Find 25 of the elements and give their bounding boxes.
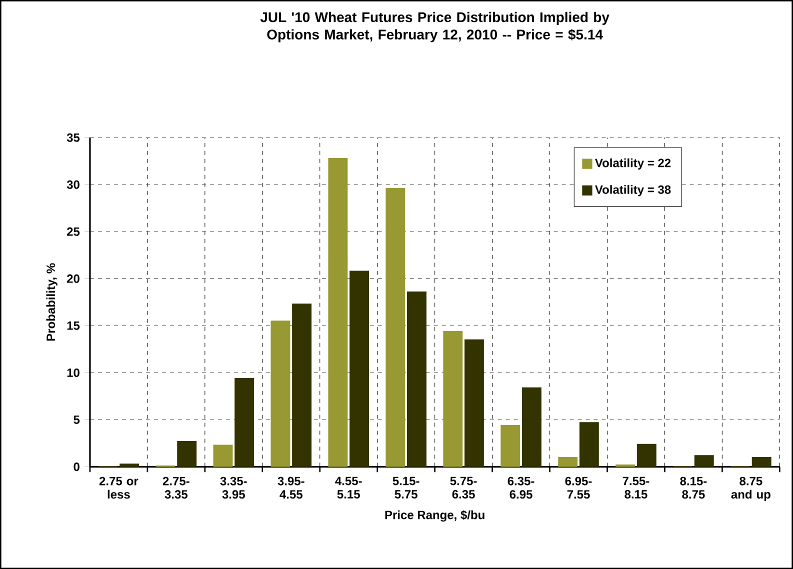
x-tick-label: 4.55-5.15 xyxy=(335,476,362,499)
x-tick-label: 2.75-3.35 xyxy=(162,476,190,499)
x-tick-label: 8.75 and up xyxy=(731,476,770,501)
y-tick-label: 5 xyxy=(74,416,80,424)
x-tick-label: 5.15-5.75 xyxy=(392,476,420,499)
y-tick-label: 30 xyxy=(66,180,80,189)
x-tick-label: 5.75-6.35 xyxy=(450,476,477,499)
y-tick-label: 20 xyxy=(67,274,80,283)
chart-title: JUL '10 Wheat Futures Price Distribution Implied by Options Market, February 12, 2010 -- Price = $5.14 xyxy=(260,12,610,42)
y-tick-label: 25 xyxy=(67,227,80,236)
y-tick-label: 10 xyxy=(67,368,80,377)
x-tick-label: 6.35-6.95 xyxy=(508,476,534,499)
y-tick-label: 35 xyxy=(66,133,80,142)
x-tick-label: 2.75 or less xyxy=(99,476,138,499)
x-axis-title: Price Range, $/bu xyxy=(385,510,484,522)
x-tick-label: 3.95-4.55 xyxy=(278,476,304,499)
x-tick-label: 7.55-8.15 xyxy=(622,476,650,499)
y-tick-label: 15 xyxy=(67,321,80,330)
y-tick-label: 0 xyxy=(74,462,80,472)
x-tick-label: 3.35-3.95 xyxy=(220,476,247,499)
y-axis-title: Probability, % xyxy=(46,263,58,341)
x-tick-label: 8.15-8.75 xyxy=(680,476,707,499)
legend-label: Volatility = 38 xyxy=(595,185,671,196)
legend-label: Volatility = 22 xyxy=(595,158,671,170)
x-tick-label: 6.95-7.55 xyxy=(565,476,592,499)
